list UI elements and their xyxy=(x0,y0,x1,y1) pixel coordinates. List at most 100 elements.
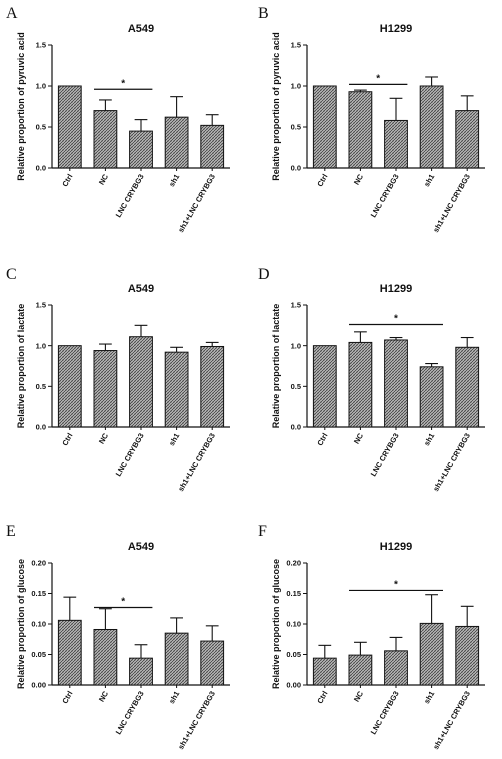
y-tick-label: 1.5 xyxy=(36,301,46,310)
bar xyxy=(348,341,373,428)
category-label: sh1 xyxy=(167,173,181,189)
y-tick-label: 0.5 xyxy=(36,382,46,391)
chart-title: H1299 xyxy=(380,541,412,553)
y-tick-label: 0.0 xyxy=(36,423,46,432)
category-label: sh1 xyxy=(422,173,436,189)
category-label: sh1+LNC CRYBG3 xyxy=(431,690,472,751)
bar xyxy=(57,619,82,686)
category-label: NC xyxy=(97,172,111,186)
bar xyxy=(312,85,337,169)
category-label: sh1+LNC CRYBG3 xyxy=(176,690,217,751)
category-label: LNC CRYBG3 xyxy=(114,690,146,736)
bar xyxy=(93,350,118,428)
y-tick-label: 1.0 xyxy=(36,82,46,91)
chart-title: H1299 xyxy=(380,23,412,35)
y-tick-label: 0.5 xyxy=(291,382,301,391)
bar xyxy=(419,622,444,686)
y-tick-label: 0.5 xyxy=(291,123,301,132)
y-tick-label: 1.5 xyxy=(36,41,46,50)
y-tick-label: 0.0 xyxy=(291,164,301,173)
bar xyxy=(93,628,118,686)
category-label: LNC CRYBG3 xyxy=(369,690,401,736)
y-tick-label: 0.00 xyxy=(286,681,301,690)
y-tick-label: 0.15 xyxy=(31,589,46,598)
y-tick-label: 0.10 xyxy=(286,620,301,629)
chart-title: A549 xyxy=(128,283,154,295)
bar xyxy=(312,657,337,686)
category-label: sh1 xyxy=(167,432,181,448)
y-tick-label: 0.05 xyxy=(31,650,46,659)
bar xyxy=(384,119,408,169)
category-label: Ctrl xyxy=(60,432,74,448)
significance-star: * xyxy=(121,78,125,89)
bar xyxy=(455,625,480,686)
category-label: sh1+LNC CRYBG3 xyxy=(431,432,472,493)
category-label: NC xyxy=(352,689,366,703)
category-label: NC xyxy=(352,172,366,186)
bar xyxy=(455,110,480,169)
bar xyxy=(384,339,408,428)
bar xyxy=(200,124,225,169)
bar xyxy=(93,110,118,169)
category-label: LNC CRYBG3 xyxy=(369,173,401,219)
bar xyxy=(57,345,82,428)
bar xyxy=(164,116,189,169)
panel-a: A A549 Relative proportion of pyruvic acid… xyxy=(6,5,230,234)
y-tick-label: 0.00 xyxy=(31,681,46,690)
category-label: LNC CRYBG3 xyxy=(114,173,146,219)
category-label: sh1 xyxy=(167,690,181,706)
y-axis-label: Relative proportion of lactate xyxy=(16,304,26,429)
panel-b: B H1299 Relative proportion of pyruvic aci… xyxy=(258,5,485,234)
bar xyxy=(200,345,225,428)
bar xyxy=(129,336,153,428)
panel-f: F H1299 Relative proportion of glucose 0.00… xyxy=(258,523,485,751)
category-label: Ctrl xyxy=(60,173,74,189)
panel-label: E xyxy=(6,523,16,540)
category-label: Ctrl xyxy=(60,690,74,706)
category-label: LNC CRYBG3 xyxy=(369,432,401,478)
y-tick-label: 0.0 xyxy=(36,164,46,173)
bar xyxy=(455,346,480,428)
significance-star: * xyxy=(376,73,380,84)
y-tick-label: 1.5 xyxy=(291,41,301,50)
panel-label: F xyxy=(258,523,267,540)
panel-label: B xyxy=(258,5,269,22)
bar xyxy=(312,345,337,428)
bar xyxy=(200,640,225,686)
y-tick-label: 0.20 xyxy=(31,559,46,568)
chart-title: A549 xyxy=(128,23,154,35)
bar xyxy=(384,650,408,686)
category-label: NC xyxy=(352,431,366,445)
panel-d: D H1299 Relative proportion of lactate 0.0 0… xyxy=(258,266,485,493)
category-label: Ctrl xyxy=(315,690,329,706)
bar xyxy=(129,657,153,686)
chart-title: A549 xyxy=(128,541,154,553)
category-label: Ctrl xyxy=(315,432,329,448)
bar xyxy=(419,366,444,428)
y-tick-label: 0.5 xyxy=(36,123,46,132)
panel-label: D xyxy=(258,266,270,283)
bar xyxy=(57,85,82,169)
category-label: sh1+LNC CRYBG3 xyxy=(431,173,472,234)
category-label: LNC CRYBG3 xyxy=(114,432,146,478)
y-tick-label: 0.15 xyxy=(286,589,301,598)
chart-title: H1299 xyxy=(380,283,412,295)
y-axis-label: Relative proportion of pyruvic acid xyxy=(16,32,26,181)
y-axis-label: Relative proportion of lactate xyxy=(271,304,281,429)
bar xyxy=(164,351,189,428)
bar xyxy=(348,654,373,686)
significance-star: * xyxy=(394,579,398,590)
y-tick-label: 0.0 xyxy=(291,423,301,432)
y-tick-label: 1.0 xyxy=(291,341,301,350)
category-label: NC xyxy=(97,689,111,703)
bar xyxy=(348,91,373,169)
category-label: NC xyxy=(97,431,111,445)
panel-label: C xyxy=(6,266,17,283)
category-label: Ctrl xyxy=(315,173,329,189)
y-tick-label: 0.05 xyxy=(286,650,301,659)
significance-star: * xyxy=(121,597,125,608)
y-tick-label: 1.0 xyxy=(36,341,46,350)
y-axis-label: Relative proportion of pyruvic acid xyxy=(271,32,281,181)
y-axis-label: Relative proportion of glucose xyxy=(271,559,281,689)
